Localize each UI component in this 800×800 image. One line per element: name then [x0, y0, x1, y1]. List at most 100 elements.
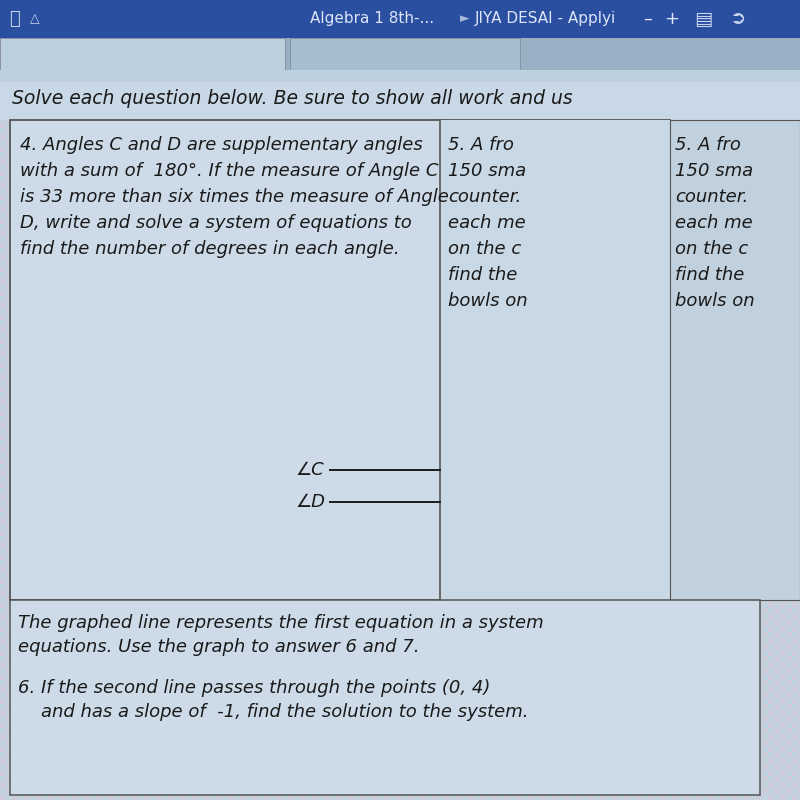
Bar [660, 224, 666, 230]
Bar [66, 404, 72, 410]
Bar [102, 110, 108, 116]
Bar [576, 782, 582, 788]
Bar [702, 668, 708, 674]
Bar [726, 500, 732, 506]
Bar [24, 326, 30, 332]
Bar [690, 746, 696, 752]
Bar [516, 80, 522, 86]
Bar [612, 464, 618, 470]
Bar [534, 368, 540, 374]
Bar [690, 560, 696, 566]
Bar [714, 650, 720, 656]
Bar [426, 260, 432, 266]
Bar [426, 248, 432, 254]
Bar [390, 620, 396, 626]
Bar [168, 164, 174, 170]
Bar [456, 590, 462, 596]
Bar [294, 584, 300, 590]
Bar [102, 614, 108, 620]
Bar [132, 488, 138, 494]
Bar [786, 146, 792, 152]
Bar [612, 446, 618, 452]
Bar [24, 704, 30, 710]
Bar [360, 212, 366, 218]
Bar [48, 296, 54, 302]
Bar [174, 0, 180, 2]
Bar [426, 362, 432, 368]
Bar [240, 230, 246, 236]
Bar [54, 92, 60, 98]
Bar [264, 686, 270, 692]
Bar [378, 512, 384, 518]
Bar [114, 392, 120, 398]
Bar [792, 644, 798, 650]
Bar [654, 590, 660, 596]
Bar [144, 182, 150, 188]
Bar [276, 8, 282, 14]
Bar [102, 758, 108, 764]
Bar [480, 20, 486, 26]
Bar [132, 596, 138, 602]
Bar [216, 596, 222, 602]
Bar [564, 632, 570, 638]
Bar [612, 434, 618, 440]
Bar [462, 512, 468, 518]
Bar [84, 356, 90, 362]
Bar [408, 332, 414, 338]
Bar [444, 170, 450, 176]
Bar [510, 122, 516, 128]
Bar [372, 338, 378, 344]
Bar [216, 188, 222, 194]
Bar [84, 554, 90, 560]
Bar [630, 560, 636, 566]
Bar [438, 404, 444, 410]
Bar [6, 224, 12, 230]
Bar [744, 578, 750, 584]
Bar [762, 416, 768, 422]
Bar [786, 104, 792, 110]
Bar [24, 794, 30, 800]
Bar [138, 50, 144, 56]
Bar [564, 440, 570, 446]
Bar [426, 656, 432, 662]
Bar [300, 578, 306, 584]
Bar [588, 740, 594, 746]
Bar [186, 554, 192, 560]
Bar [384, 734, 390, 740]
Bar [300, 776, 306, 782]
Bar [750, 446, 756, 452]
Bar [792, 128, 798, 134]
Bar [732, 254, 738, 260]
Bar [342, 788, 348, 794]
Bar [126, 212, 132, 218]
Bar [648, 602, 654, 608]
Bar [360, 746, 366, 752]
Bar [666, 194, 672, 200]
Bar [450, 674, 456, 680]
Bar [348, 320, 354, 326]
Bar [438, 506, 444, 512]
Bar [186, 98, 192, 104]
Bar [528, 296, 534, 302]
Bar [120, 158, 126, 164]
Bar [624, 26, 630, 32]
Bar [384, 530, 390, 536]
Bar [738, 356, 744, 362]
Bar [84, 620, 90, 626]
Bar [702, 734, 708, 740]
Bar [696, 284, 702, 290]
Bar [402, 284, 408, 290]
Bar [576, 734, 582, 740]
Bar [336, 332, 342, 338]
Bar [618, 554, 624, 560]
Bar [66, 0, 72, 2]
Bar [6, 542, 12, 548]
Bar [444, 578, 450, 584]
Bar [696, 20, 702, 26]
Bar [474, 476, 480, 482]
Bar [306, 536, 312, 542]
Bar [408, 74, 414, 80]
Bar [276, 266, 282, 272]
Bar [282, 236, 288, 242]
Bar [66, 50, 72, 56]
